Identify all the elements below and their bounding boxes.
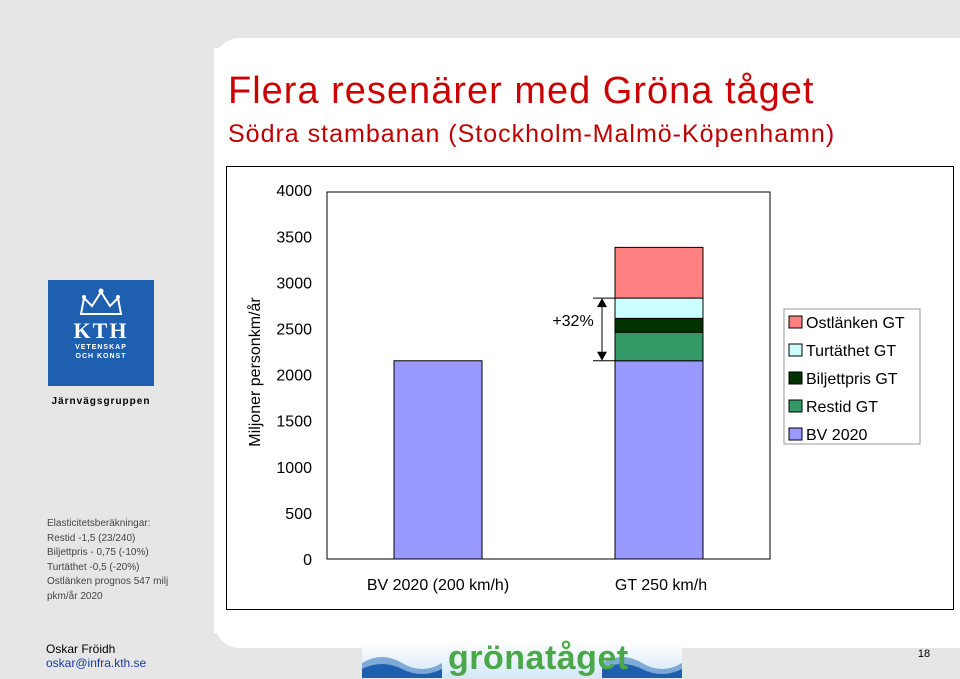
legend-swatch	[788, 371, 803, 385]
y-axis-label: Miljoner personkm/år	[246, 297, 264, 447]
logo-line-1: VETENSKAP	[75, 344, 127, 351]
legend-swatch	[788, 343, 803, 357]
department-name: Järnvägsgruppen	[51, 396, 151, 407]
crown-icon	[79, 288, 123, 315]
slide-subtitle: Södra stambanan (Stockholm-Malmö-Köpenha…	[228, 120, 836, 148]
wave-icon	[362, 657, 682, 678]
y-tick-label: 3000	[276, 275, 312, 292]
y-tick-label: 500	[285, 506, 312, 523]
logo-line-2: OCH KONST	[75, 353, 127, 360]
bar-segment	[614, 246, 704, 299]
legend-swatch	[788, 427, 803, 441]
legend-label: Biljettpris GT	[806, 371, 898, 388]
bar-segment	[614, 360, 704, 560]
bar-segment	[614, 331, 704, 362]
legend-box	[783, 308, 921, 445]
slide-title: Flera resenärer med Gröna tåget	[228, 70, 815, 112]
elasticity-heading: Elasticitetsberäkningar:	[47, 518, 151, 529]
x-tick-label: BV 2020 (200 km/h)	[367, 577, 509, 594]
elasticity-line: Restid -1,5 (23/240)	[47, 532, 136, 544]
gronataget-logo: grönatåget	[362, 639, 682, 678]
y-tick-label: 2000	[276, 368, 312, 385]
annotation-label: +32%	[552, 313, 593, 330]
kth-logo: KTH VETENSKAP OCH KONST	[48, 280, 154, 386]
y-tick-label: 4000	[276, 183, 312, 200]
y-tick-label: 0	[303, 552, 312, 569]
x-tick-label: GT 250 km/h	[615, 577, 707, 594]
footer-author: Oskar Fröidh	[46, 642, 116, 656]
annotation-arrow-down	[597, 351, 607, 361]
plot-area	[326, 191, 771, 560]
logo-wordmark: KTH	[73, 318, 129, 343]
elasticity-line: Turtäthet -0,5 (-20%)	[47, 561, 140, 573]
y-tick-label: 2500	[276, 322, 312, 339]
y-tick-label: 1000	[276, 460, 312, 477]
elasticity-line: Biljettpris - 0,75 (-10%)	[47, 547, 149, 558]
legend-label: Ostlänken GT	[806, 315, 905, 332]
bar-segment	[614, 297, 704, 319]
y-tick-label: 1500	[276, 414, 312, 431]
legend-label: BV 2020	[806, 427, 867, 444]
elasticity-notes: Elasticitetsberäkningar: Restid -1,5 (23…	[47, 517, 187, 604]
annotation-arrow-up	[597, 298, 607, 308]
y-tick-label: 3500	[276, 229, 312, 246]
page-number: 18	[917, 648, 931, 660]
legend-label: Turtäthet GT	[806, 343, 896, 360]
bar-segment	[393, 360, 483, 560]
legend-label: Restid GT	[806, 399, 878, 416]
brand-wordmark: grönatåget	[448, 639, 629, 677]
elasticity-line: Ostlänken prognos 547 milj	[47, 576, 169, 587]
legend-swatch	[788, 399, 803, 413]
legend-swatch	[788, 315, 803, 329]
footer-email[interactable]: oskar@infra.kth.se	[46, 656, 147, 670]
elasticity-line: pkm/år 2020	[47, 590, 103, 602]
bar-segment	[614, 317, 704, 333]
